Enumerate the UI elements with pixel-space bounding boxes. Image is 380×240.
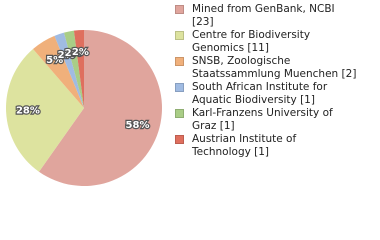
- legend-item: South African Institute for Aquatic Biod…: [175, 81, 365, 107]
- legend-text: South African Institute for Aquatic Biod…: [192, 81, 328, 106]
- data-label: 28%: [16, 106, 40, 117]
- pie-slice: [73, 30, 84, 108]
- legend-text: Austrian Institute of Technology [1]: [192, 133, 297, 158]
- legend: Mined from GenBank, NCBI [23] Centre for …: [175, 3, 365, 159]
- legend-item: Mined from GenBank, NCBI [23]: [175, 3, 365, 29]
- legend-item: Karl-Franzens University of Graz [1]: [175, 107, 365, 133]
- legend-text: Mined from GenBank, NCBI [23]: [192, 3, 335, 28]
- legend-swatch: [175, 83, 184, 92]
- data-label: 5%: [46, 55, 63, 66]
- legend-swatch: [175, 135, 184, 144]
- data-label: 58%: [126, 120, 150, 131]
- chart: 58%28%5%2%2%2%: [5, 30, 163, 186]
- legend-swatch: [175, 5, 184, 14]
- data-label: 2%: [65, 48, 82, 59]
- legend-text: Centre for Biodiversity Genomics [11]: [192, 29, 311, 54]
- legend-item: Austrian Institute of Technology [1]: [175, 133, 365, 159]
- legend-swatch: [175, 57, 184, 66]
- data-label: 2%: [58, 50, 75, 61]
- legend-item: Centre for Biodiversity Genomics [11]: [175, 29, 365, 55]
- pie-slice: [38, 30, 163, 186]
- pie-slice: [33, 35, 84, 109]
- legend-swatch: [175, 31, 184, 40]
- legend-item: SNSB, Zoologische Staatssammlung Muenche…: [175, 55, 365, 81]
- pie-slice: [54, 32, 84, 108]
- pie-slice: [5, 48, 85, 172]
- legend-text: SNSB, Zoologische Staatssammlung Muenche…: [192, 55, 357, 80]
- pie-slice: [64, 30, 84, 108]
- legend-swatch: [175, 109, 184, 118]
- data-label: 2%: [72, 47, 89, 58]
- legend-text: Karl-Franzens University of Graz [1]: [192, 107, 333, 132]
